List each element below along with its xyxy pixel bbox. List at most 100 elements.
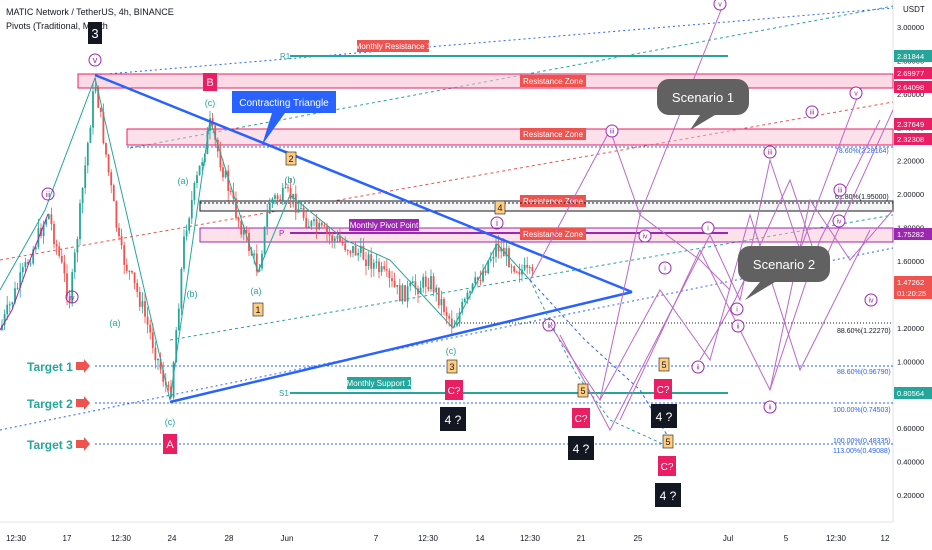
candle-body <box>404 285 406 302</box>
svg-text:Scenario 1: Scenario 1 <box>672 90 734 105</box>
candle-body <box>307 226 310 228</box>
price-axis[interactable]: 3.000002.800002.600002.400002.200002.000… <box>897 23 924 500</box>
time-tick-label: 5 <box>784 534 789 543</box>
price-tick-label: 0.40000 <box>897 458 924 467</box>
svg-text:4 ?: 4 ? <box>573 442 590 456</box>
candle-body <box>53 224 55 245</box>
candle-body <box>440 298 443 306</box>
candle-body <box>393 280 396 287</box>
svg-text:4 ?: 4 ? <box>445 413 462 427</box>
wave-circle-label: iii <box>610 129 615 136</box>
wave-circle <box>638 229 652 243</box>
candle-body <box>479 280 482 282</box>
candle-body <box>136 282 139 292</box>
time-tick-label: 12:30 <box>111 534 132 543</box>
candle-body <box>32 249 35 264</box>
candle-body <box>16 287 19 289</box>
svg-text:C?: C? <box>448 386 461 397</box>
candle-body <box>385 269 388 271</box>
wave-circle <box>713 0 727 11</box>
wave-circle-label: iii <box>810 110 815 117</box>
candle-body <box>222 167 224 178</box>
candle-body <box>79 203 81 240</box>
candle-body <box>281 187 284 201</box>
candle-body <box>492 256 495 259</box>
candle-body <box>497 244 500 252</box>
candle-body <box>159 358 162 370</box>
candle-body <box>105 143 107 155</box>
svg-text:3: 3 <box>91 26 98 41</box>
candle-body <box>240 220 243 235</box>
candle-body <box>430 276 432 290</box>
svg-text:S1: S1 <box>279 389 289 398</box>
svg-text:P: P <box>279 229 284 238</box>
candle-body <box>201 162 204 166</box>
candle-body <box>359 245 362 253</box>
candle-body <box>167 384 170 387</box>
svg-text:(b): (b) <box>285 175 296 185</box>
wave-circle <box>691 360 705 374</box>
svg-text:5: 5 <box>580 386 585 396</box>
candle-body <box>268 203 271 214</box>
candle-body <box>66 273 68 297</box>
time-tick-label: 17 <box>63 534 72 543</box>
candle-body <box>138 291 141 307</box>
candle-body <box>34 246 37 250</box>
candle-body <box>11 302 14 305</box>
candle-body <box>461 301 464 313</box>
svg-text:Scenario 2: Scenario 2 <box>753 257 815 272</box>
candle-body <box>185 230 188 237</box>
candle-body <box>352 245 354 253</box>
candle-body <box>367 254 370 266</box>
svg-text:5: 5 <box>665 437 670 447</box>
wave-circle <box>730 302 744 316</box>
candle-body <box>313 219 315 222</box>
candle-body <box>443 298 445 313</box>
price-tag-label: 01:20:25 <box>897 289 926 298</box>
candle-body <box>333 238 336 241</box>
candle-body <box>372 262 375 269</box>
svg-text:B: B <box>206 77 213 89</box>
time-tick-label: 25 <box>634 534 643 543</box>
price-tags: 2.81844 2.69977 2.64098 2.37649 2.32308 1.752… <box>894 50 932 399</box>
candle-body <box>349 250 352 253</box>
candle-body <box>294 193 297 213</box>
candle-body <box>279 199 282 201</box>
candle-body <box>45 219 48 225</box>
candle-body <box>24 261 27 268</box>
candle-body <box>378 261 380 273</box>
wave-circle <box>658 261 672 275</box>
candle-body <box>149 324 152 333</box>
price-tick-label: 1.20000 <box>897 324 924 333</box>
time-tick-label: 12:30 <box>826 534 847 543</box>
candle-body <box>284 187 287 189</box>
price-tag <box>894 276 932 288</box>
candle-body <box>198 165 201 176</box>
candle-body <box>276 195 279 200</box>
candle-body <box>406 286 409 302</box>
candle-body <box>92 91 94 128</box>
candle-body <box>58 246 61 256</box>
candle-body <box>310 221 313 227</box>
candle-body <box>120 236 123 246</box>
candle-body <box>50 214 53 225</box>
candle-body <box>206 130 209 155</box>
candle-body <box>162 369 165 382</box>
candle-body <box>505 248 508 257</box>
svg-text:4 ?: 4 ? <box>656 410 673 424</box>
time-axis[interactable]: 12:30 17 12:30 24 28 Jun 7 12:30 14 12:30 21 25 Jul 5… <box>6 534 890 543</box>
price-tag-label: 1.75282 <box>897 230 924 239</box>
candle-body <box>526 264 529 268</box>
candle-body <box>175 330 178 363</box>
candle-body <box>336 236 339 239</box>
candle-body <box>6 304 9 315</box>
zone-labels: Monthly Resistance 1 Resistance Zone Res… <box>347 40 586 389</box>
candle-body <box>151 332 154 348</box>
time-tick-label: 7 <box>374 534 379 543</box>
candle-body <box>523 264 526 270</box>
svg-text:R1: R1 <box>280 52 291 61</box>
candle-body <box>318 222 321 230</box>
candle-body <box>68 296 71 303</box>
candle-body <box>487 260 490 274</box>
